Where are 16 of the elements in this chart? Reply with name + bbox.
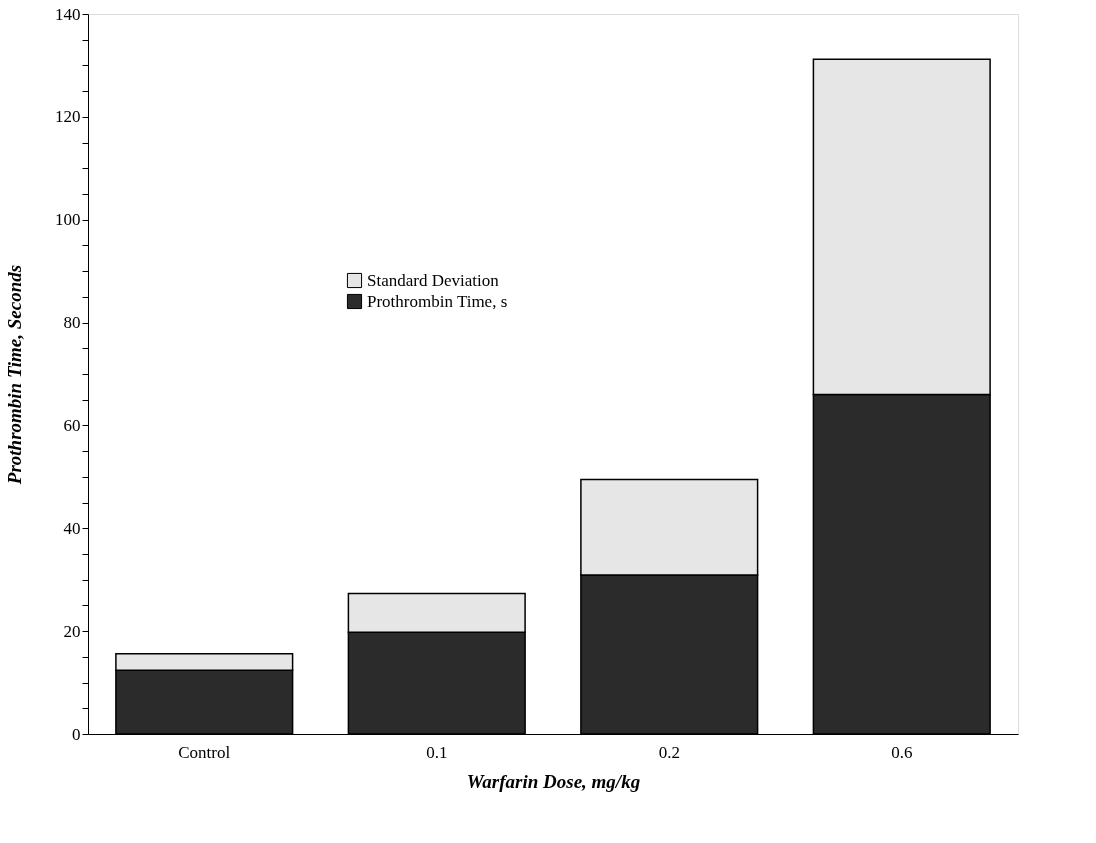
- y-tick-label: 140: [55, 4, 81, 24]
- y-tick-label: 20: [63, 621, 81, 641]
- x-tick-label: 0.6: [891, 742, 913, 762]
- legend-label: Standard Deviation: [367, 270, 500, 290]
- y-tick-label: 100: [55, 210, 81, 230]
- y-tick-label: 0: [72, 724, 81, 744]
- y-tick-label: 60: [63, 415, 81, 435]
- y-axis-title: Prothrombin Time, Seconds: [4, 264, 25, 486]
- y-tick-label: 40: [63, 518, 81, 538]
- x-axis-title: Warfarin Dose, mg/kg: [466, 770, 641, 792]
- x-tick-label: 0.1: [426, 742, 448, 762]
- legend-label: Prothrombin Time, s: [367, 291, 508, 311]
- x-tick-label: Control: [178, 742, 231, 762]
- y-tick-label: 80: [63, 313, 81, 333]
- x-tick-label: 0.2: [658, 742, 680, 762]
- y-tick-label: 120: [55, 107, 81, 127]
